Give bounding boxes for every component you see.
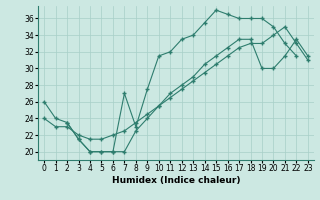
X-axis label: Humidex (Indice chaleur): Humidex (Indice chaleur) bbox=[112, 176, 240, 185]
